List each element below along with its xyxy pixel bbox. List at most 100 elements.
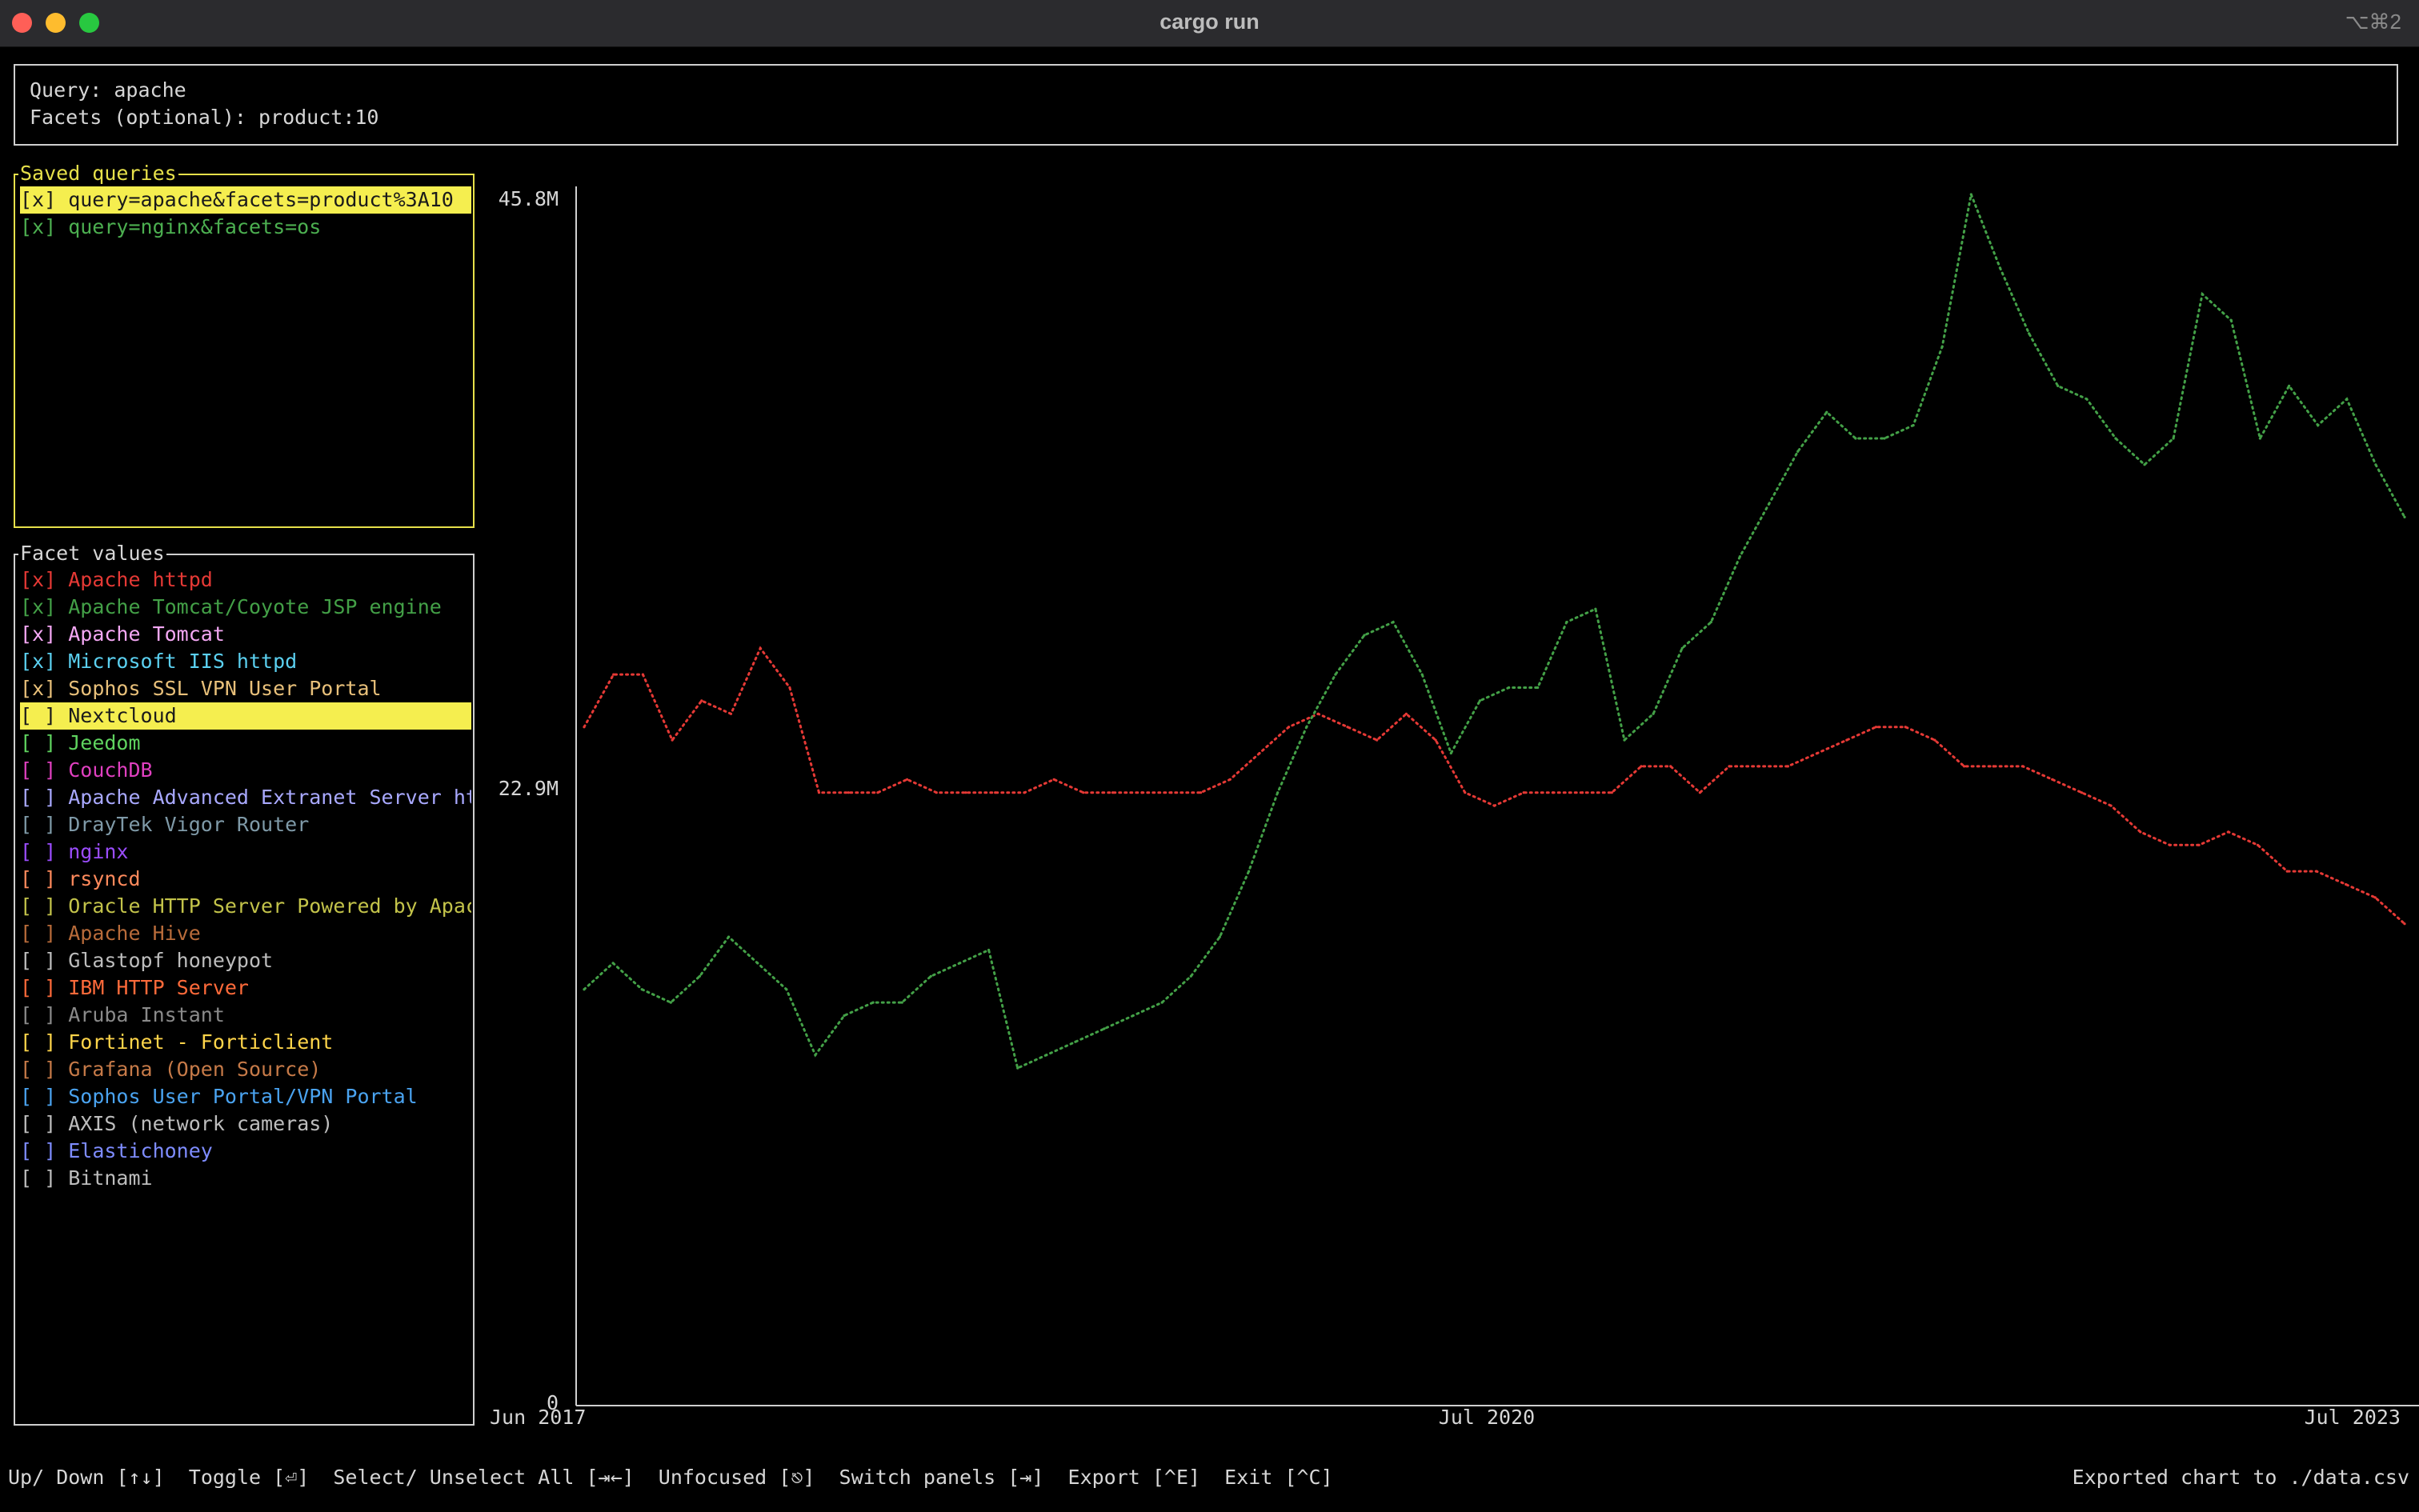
data-point xyxy=(1258,751,1261,755)
data-point xyxy=(2285,870,2289,873)
data-point xyxy=(1933,738,1936,742)
data-point xyxy=(1218,935,1221,938)
facet-checkbox[interactable]: [ ] xyxy=(20,731,57,754)
facet-value-item[interactable]: [ ] Grafana (Open Source) xyxy=(20,1056,471,1083)
facet-label: Microsoft IIS httpd xyxy=(68,650,298,673)
facet-value-item[interactable]: [ ] Bitnami xyxy=(20,1165,471,1192)
facet-value-item[interactable]: [x] Apache Tomcat/Coyote JSP engine xyxy=(20,594,471,621)
facet-label: Fortinet - Forticlient xyxy=(68,1030,334,1054)
facet-label: rsyncd xyxy=(68,867,141,890)
facet-value-item[interactable]: [ ] Sophos User Portal/VPN Portal xyxy=(20,1083,471,1110)
data-point xyxy=(1305,726,1308,729)
data-point xyxy=(1478,699,1481,702)
data-point xyxy=(847,791,850,794)
query-box[interactable]: Query: apache Facets (optional): product… xyxy=(14,64,2398,146)
facet-checkbox[interactable]: [ ] xyxy=(20,840,57,863)
facet-value-item[interactable]: [ ] DrayTek Vigor Router xyxy=(20,811,471,838)
facet-value-item[interactable]: [ ] nginx xyxy=(20,838,471,866)
facet-label: Apache Tomcat xyxy=(68,622,225,646)
facet-checkbox[interactable]: [x] xyxy=(20,568,57,591)
query-input[interactable]: Query: apache xyxy=(30,78,186,102)
data-point xyxy=(583,726,586,729)
data-point xyxy=(671,738,674,742)
facet-checkbox[interactable]: [x] xyxy=(20,650,57,673)
data-point xyxy=(2403,922,2406,926)
facet-value-item[interactable]: [ ] Apache Advanced Extranet Server htt xyxy=(20,784,471,811)
facet-value-item[interactable]: [ ] Elastichoney xyxy=(20,1138,471,1165)
facet-checkbox[interactable]: [x] xyxy=(20,677,57,700)
facet-checkbox[interactable]: [ ] xyxy=(20,1030,57,1054)
facet-checkbox[interactable]: [ ] xyxy=(20,867,57,890)
facet-value-item[interactable]: [ ] Jeedom xyxy=(20,730,471,757)
facet-checkbox[interactable]: [ ] xyxy=(20,704,57,727)
facet-checkbox[interactable]: [ ] xyxy=(20,922,57,945)
facet-value-item[interactable]: [x] Sophos SSL VPN User Portal xyxy=(20,675,471,702)
data-point xyxy=(1874,726,1878,729)
facet-value-item[interactable]: [ ] rsyncd xyxy=(20,866,471,893)
facet-checkbox[interactable]: [x] xyxy=(20,595,57,618)
series-line-0 xyxy=(583,646,2406,926)
data-point xyxy=(2143,463,2146,466)
facet-value-item[interactable]: [ ] Nextcloud xyxy=(20,702,471,730)
facet-checkbox[interactable]: [ ] xyxy=(20,976,57,999)
facet-value-item[interactable]: [ ] CouchDB xyxy=(20,757,471,784)
facet-checkbox[interactable]: [ ] xyxy=(20,1139,57,1162)
data-point xyxy=(2317,424,2320,427)
facet-value-item[interactable]: [ ] Fortinet - Forticlient xyxy=(20,1029,471,1056)
facet-checkbox[interactable]: [ ] xyxy=(20,1058,57,1081)
facet-checkbox[interactable]: [ ] xyxy=(20,786,57,809)
facet-value-item[interactable]: [ ] Aruba Instant xyxy=(20,1002,471,1029)
data-point xyxy=(2403,515,2406,518)
saved-query-item[interactable]: [x] query=nginx&facets=os xyxy=(20,215,322,238)
data-point xyxy=(2201,293,2204,296)
facet-checkbox[interactable]: [ ] xyxy=(20,949,57,972)
data-point xyxy=(1228,778,1232,781)
data-point xyxy=(1728,765,1731,768)
data-point xyxy=(1449,751,1452,755)
facet-values-panel[interactable]: Facet values [x] Apache httpd [x] Apache … xyxy=(14,540,475,1426)
facet-checkbox[interactable]: [ ] xyxy=(20,758,57,782)
y-tick-label: 45.8M xyxy=(499,187,559,210)
facet-label: IBM HTTP Server xyxy=(68,976,249,999)
facet-checkbox[interactable]: [ ] xyxy=(20,813,57,836)
facet-checkbox[interactable]: [ ] xyxy=(20,1085,57,1108)
data-point xyxy=(1404,712,1408,715)
facet-value-item[interactable]: [x] Microsoft IIS httpd xyxy=(20,648,471,675)
facet-label: Apache httpd xyxy=(68,568,213,591)
data-point xyxy=(2051,778,2054,781)
data-point xyxy=(669,1001,672,1004)
minimize-window-button[interactable] xyxy=(46,13,66,33)
facet-checkbox[interactable]: [x] xyxy=(20,622,57,646)
facet-label: Bitnami xyxy=(68,1166,153,1190)
data-point xyxy=(843,1014,846,1018)
data-point xyxy=(1131,1014,1135,1018)
facet-value-item[interactable]: [ ] Oracle HTTP Server Powered by Apach xyxy=(20,893,471,920)
data-point xyxy=(1594,607,1597,610)
data-point xyxy=(2057,384,2060,387)
saved-query-item[interactable]: [x] query=apache&facets=product%3A10 xyxy=(20,186,471,214)
facets-input[interactable]: Facets (optional): product:10 xyxy=(30,106,379,129)
facet-value-item[interactable]: [ ] IBM HTTP Server xyxy=(20,974,471,1002)
maximize-window-button[interactable] xyxy=(79,13,99,33)
facet-value-item[interactable]: [x] Apache httpd xyxy=(20,566,471,594)
data-point xyxy=(1610,791,1613,794)
facet-label: Sophos SSL VPN User Portal xyxy=(68,677,382,700)
facet-value-item[interactable]: [x] Apache Tomcat xyxy=(20,621,471,648)
close-window-button[interactable] xyxy=(12,13,32,33)
facet-label: Apache Tomcat/Coyote JSP engine xyxy=(68,595,442,618)
data-point xyxy=(871,1001,875,1004)
facet-value-item[interactable]: [ ] Glastopf honeypot xyxy=(20,947,471,974)
saved-queries-panel[interactable]: Saved queries [x] query=apache&facets=pr… xyxy=(14,160,475,528)
data-point xyxy=(2345,398,2349,401)
data-point xyxy=(1768,502,1771,506)
facet-checkbox[interactable]: [ ] xyxy=(20,1166,57,1190)
data-point xyxy=(1854,437,1857,440)
facet-value-item[interactable]: [ ] Apache Hive xyxy=(20,920,471,947)
facet-checkbox[interactable]: [ ] xyxy=(20,1003,57,1026)
facet-label: Jeedom xyxy=(68,731,141,754)
facet-value-item[interactable]: [ ] AXIS (network cameras) xyxy=(20,1110,471,1138)
facet-label: Grafana (Open Source) xyxy=(68,1058,322,1081)
data-point xyxy=(612,673,615,676)
facet-checkbox[interactable]: [ ] xyxy=(20,1112,57,1135)
facet-checkbox[interactable]: [ ] xyxy=(20,894,57,918)
